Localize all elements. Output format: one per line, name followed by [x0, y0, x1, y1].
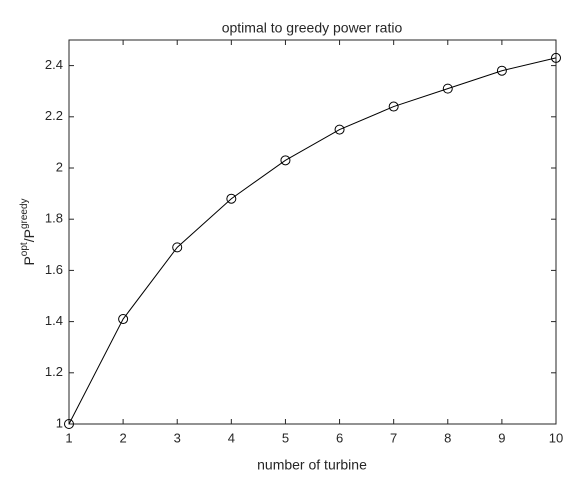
y-label-part: /P: [21, 229, 37, 242]
y-tick-label: 1.4: [45, 313, 63, 328]
data-point: [334, 124, 345, 135]
data-point: [280, 155, 291, 166]
data-point: [172, 242, 183, 253]
plot-box: [68, 39, 557, 425]
x-tick-label: 8: [444, 430, 451, 445]
x-tick-label: 4: [228, 430, 235, 445]
y-tick-label: 1.8: [45, 211, 63, 226]
x-tick-label: 3: [174, 430, 181, 445]
chart-title: optimal to greedy power ratio: [222, 20, 403, 36]
x-tick-label: 9: [498, 430, 505, 445]
y-label-part: greedy: [19, 198, 30, 229]
y-tick-label: 1: [56, 415, 63, 430]
data-line: [68, 57, 557, 425]
y-tick-label: 1.6: [45, 262, 63, 277]
x-tick-label: 6: [336, 430, 343, 445]
x-axis-label: number of turbine: [257, 457, 367, 473]
data-point: [442, 83, 453, 94]
y-tick-label: 2.2: [45, 108, 63, 123]
data-point: [226, 193, 237, 204]
data-point: [551, 52, 561, 63]
y-tick-label: 1.2: [45, 364, 63, 379]
y-axis-label: Popt/Pgreedy: [19, 198, 37, 265]
x-tick-label: 7: [390, 430, 397, 445]
data-point: [388, 101, 399, 112]
data-point: [64, 419, 74, 429]
x-tick-label: 1: [65, 430, 72, 445]
y-tick-label: 2: [56, 159, 63, 174]
data-point: [496, 65, 507, 76]
y-label-part: P: [21, 256, 37, 265]
data-point: [118, 314, 129, 325]
x-tick-label: 10: [549, 430, 563, 445]
y-tick-label: 2.4: [45, 57, 63, 72]
x-tick-label: 5: [282, 430, 289, 445]
x-tick-label: 2: [119, 430, 126, 445]
y-label-part: opt: [19, 242, 30, 256]
